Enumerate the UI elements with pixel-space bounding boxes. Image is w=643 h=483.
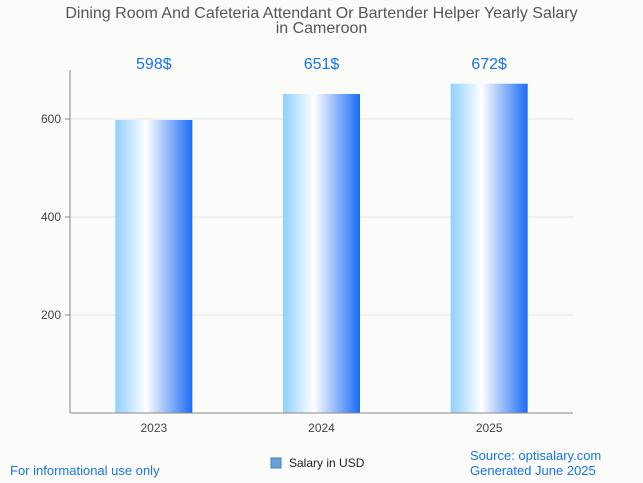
legend-label: Salary in USD [289, 456, 365, 470]
y-tick-label: 600 [41, 112, 61, 126]
chart-title-line-2: in Cameroon [276, 20, 368, 37]
bar-2023 [115, 119, 193, 413]
x-tick-label: 2024 [308, 421, 335, 435]
y-tick-label: 400 [41, 210, 61, 224]
legend-swatch [270, 457, 282, 469]
y-tick-label: 200 [41, 308, 61, 322]
bar-2024 [283, 94, 360, 413]
data-label-2024: 651$ [304, 56, 340, 73]
generated-text: Generated June 2025 [470, 463, 596, 478]
data-label-2025: 672$ [471, 56, 507, 73]
x-tick-label: 2023 [140, 421, 167, 435]
disclaimer-text: For informational use only [10, 463, 160, 478]
chart-title-line-1: Dining Room And Cafeteria Attendant Or B… [65, 5, 577, 22]
bars [115, 83, 528, 413]
axes: 200 400 600 2023 2024 2025 [41, 70, 573, 435]
source-text: Source: optisalary.com [470, 448, 602, 463]
x-tick-label: 2025 [476, 421, 503, 435]
data-label-2023: 598$ [136, 56, 172, 73]
data-labels: 598$ 651$ 672$ [136, 56, 507, 73]
legend: Salary in USD [270, 456, 365, 470]
bar-2025 [450, 83, 528, 413]
